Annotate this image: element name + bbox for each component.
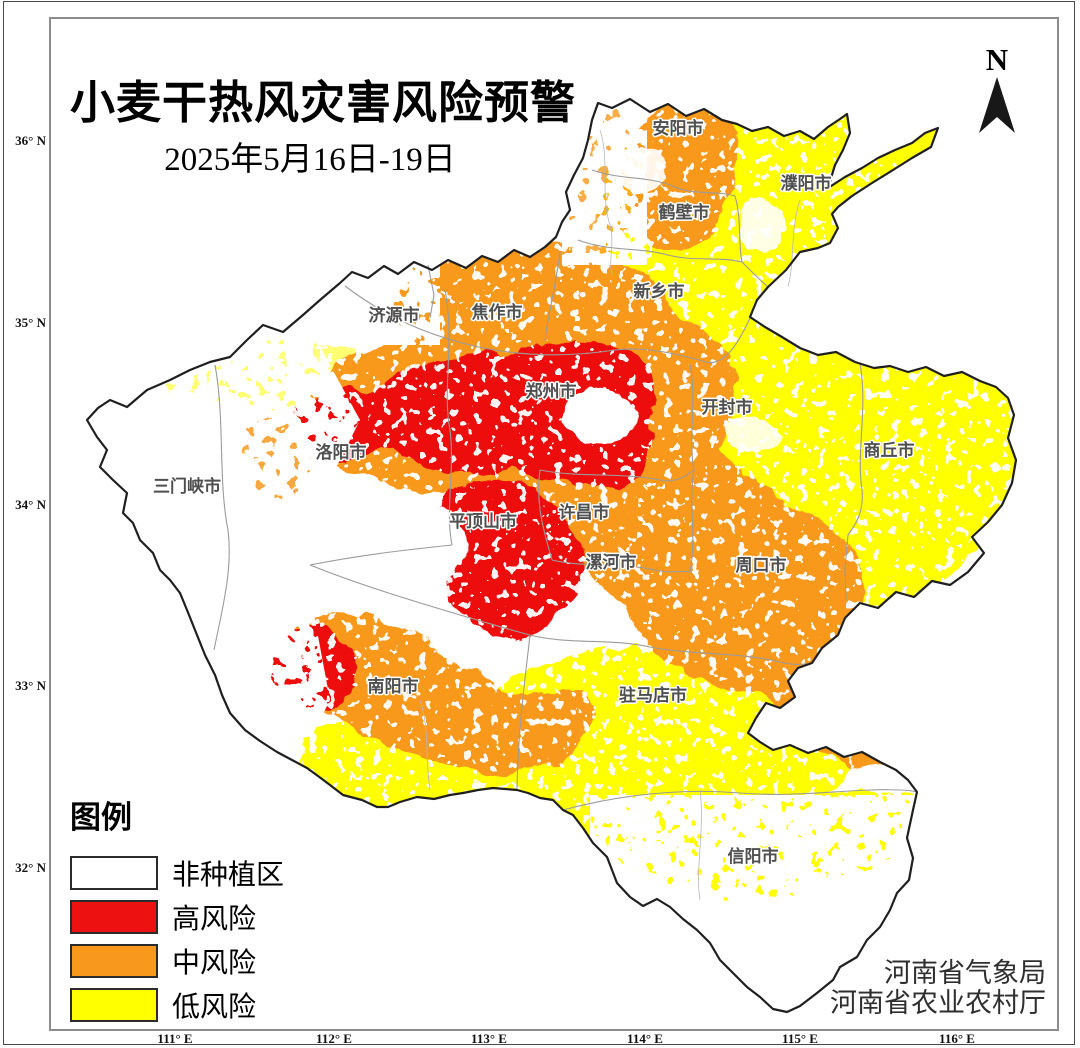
city-label-puyang: 濮阳市 [781,173,832,193]
city-label-xuchang: 许昌市 [559,502,610,522]
lon-tick-111e: 111° E [157,1031,193,1046]
legend-label-non-planting: 非种植区 [172,860,285,891]
legend-swatch-non-planting [70,856,158,890]
province-outline [85,97,1018,1014]
lat-tick-35n: 35° N [15,315,46,330]
lat-tick-34n: 34° N [15,497,46,512]
city-label-jiaozuo: 焦作市 [471,302,523,322]
credit-line-meteorological-bureau: 河南省气象局 [884,958,1046,988]
legend-swatch-medium-risk [70,944,158,978]
map-title: 小麦干热风灾害风险预警 [70,77,577,128]
map-date-range: 2025年5月16日-19日 [164,142,456,178]
legend-item-medium-risk: 中风险 [70,939,284,983]
lon-tick-112e: 112° E [316,1031,352,1046]
city-label-hebi: 鹤壁市 [659,202,710,222]
city-label-luohe: 漯河市 [586,552,637,572]
lat-tick-36n: 36° N [15,133,46,148]
lon-tick-114e: 114° E [627,1031,663,1046]
speckle-overlay-jiyuan [330,255,440,345]
legend: 图例 非种植区 高风险 中风险 低风险 [70,792,284,1027]
legend-item-low-risk: 低风险 [70,983,284,1027]
city-label-zhumadian: 驻马店市 [619,685,687,705]
city-label-zhengzhou: 郑州市 [526,381,577,401]
legend-title: 图例 [70,800,132,835]
city-labels: 安阳市 濮阳市 鹤壁市 新乡市 济源市 焦作市 郑州市 开封市 洛阳市 三门峡市… [152,117,917,868]
city-label-xinxiang: 新乡市 [634,281,685,301]
city-label-jiyuan: 济源市 [369,305,420,325]
city-label-sanmenxia: 三门峡市 [153,476,221,496]
speckle-overlay-west [87,310,360,800]
city-label-nanyang: 南阳市 [368,676,419,696]
county-boundaries [419,129,801,901]
city-boundaries [213,169,918,811]
compass-north-label: N [986,42,1008,77]
legend-item-high-risk: 高风险 [70,895,284,939]
city-label-pingdingshan: 平顶山市 [449,511,517,531]
legend-label-low-risk: 低风险 [172,992,257,1023]
lon-tick-115e: 115° E [782,1031,818,1046]
lon-tick-116e: 116° E [939,1031,975,1046]
city-label-luoyang: 洛阳市 [316,442,367,462]
city-label-zhoukou: 周口市 [736,555,787,575]
legend-item-non-planting: 非种植区 [70,851,284,895]
city-label-kaifeng: 开封市 [702,397,753,417]
credit-line-agriculture-department: 河南省农业农村厅 [830,988,1046,1018]
city-label-xinyang: 信阳市 [728,846,779,866]
north-arrow-icon [979,77,1015,133]
lat-tick-33n: 33° N [15,678,46,693]
lat-tick-32n: 32° N [15,860,46,875]
legend-swatch-low-risk [70,988,158,1022]
compass: N [979,42,1015,133]
map-frame [49,17,1059,1031]
legend-label-high-risk: 高风险 [172,904,257,935]
city-label-anyang: 安阳市 [653,118,704,138]
city-label-shangqiu: 商丘市 [864,440,915,460]
lon-tick-113e: 113° E [471,1031,507,1046]
credits: 河南省气象局 河南省农业农村厅 [830,958,1046,1018]
legend-label-medium-risk: 中风险 [172,948,257,979]
legend-swatch-high-risk [70,900,158,934]
